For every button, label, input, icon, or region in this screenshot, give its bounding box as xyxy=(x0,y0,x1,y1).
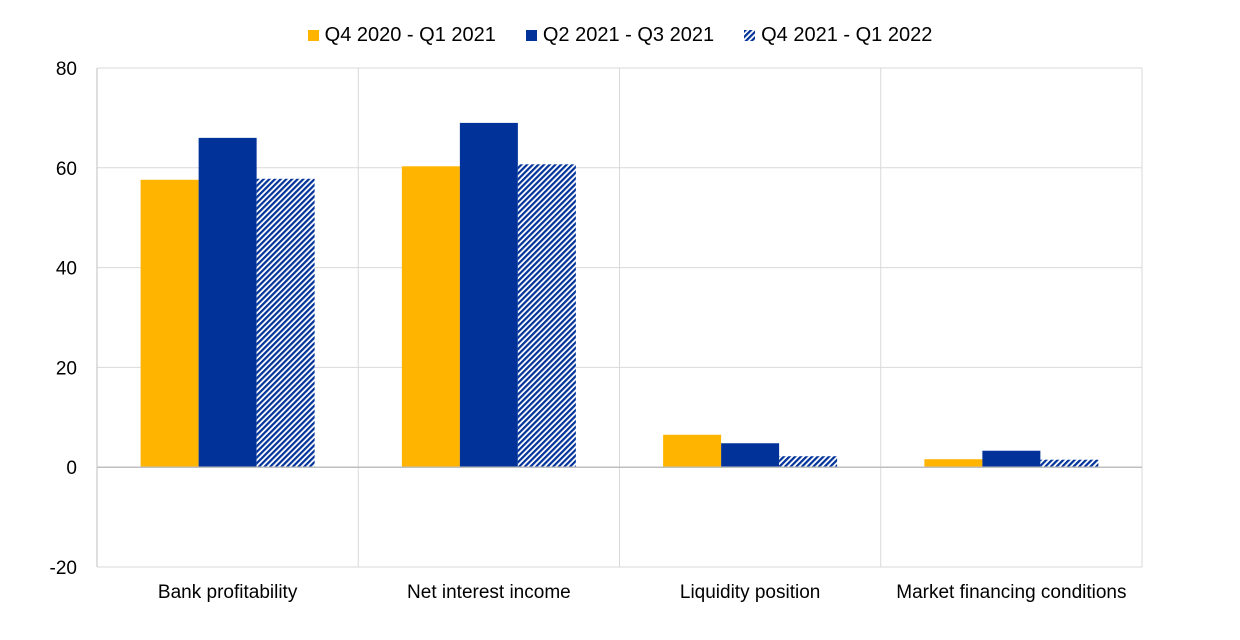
bar-2-3 xyxy=(721,443,780,468)
legend-swatch-hatched xyxy=(744,30,756,41)
y-tick-label: 20 xyxy=(56,358,77,379)
bar-2-1 xyxy=(198,137,257,468)
legend-label-series-1: Q4 2020 - Q1 2021 xyxy=(324,24,496,46)
bar-3-2 xyxy=(517,164,576,468)
bar-1-4 xyxy=(924,459,983,468)
bar-2-2 xyxy=(459,122,518,468)
legend-item-series-1: Q4 2020 - Q1 2021 xyxy=(307,24,496,47)
legend-label-series-3: Q4 2021 - Q1 2022 xyxy=(761,24,933,46)
bar-1-3 xyxy=(663,434,722,468)
bar-3-1 xyxy=(256,178,315,468)
x-category-label: Liquidity position xyxy=(680,582,820,603)
bar-2-4 xyxy=(982,450,1041,468)
x-category-label: Market financing conditions xyxy=(896,582,1126,603)
chart-legend: Q4 2020 - Q1 2021 Q2 2021 - Q3 2021 Q4 2… xyxy=(0,24,1240,47)
y-tick-label: 60 xyxy=(56,159,77,180)
x-category-label: Net interest income xyxy=(407,582,571,603)
y-tick-label: 0 xyxy=(66,458,77,479)
y-tick-label: -20 xyxy=(50,558,77,579)
x-category-label: Bank profitability xyxy=(158,582,298,603)
bar-1-2 xyxy=(401,166,460,468)
legend-label-series-2: Q2 2021 - Q3 2021 xyxy=(542,24,715,46)
y-tick-label: 80 xyxy=(56,59,77,80)
legend-swatch-blue xyxy=(525,30,537,41)
legend-item-series-2: Q2 2021 - Q3 2021 xyxy=(525,24,715,47)
bars xyxy=(140,122,1099,468)
bar-3-3 xyxy=(779,456,838,468)
axes xyxy=(96,68,1142,567)
legend-item-series-3: Q4 2021 - Q1 2022 xyxy=(744,24,932,47)
axis-labels: 80 60 40 20 0 -20 Bank profitability Net intere… xyxy=(50,59,1127,603)
legend-swatch-yellow xyxy=(307,30,319,41)
bar-1-1 xyxy=(140,179,199,468)
y-tick-label: 40 xyxy=(56,259,77,280)
bar-3-4 xyxy=(1040,459,1099,468)
